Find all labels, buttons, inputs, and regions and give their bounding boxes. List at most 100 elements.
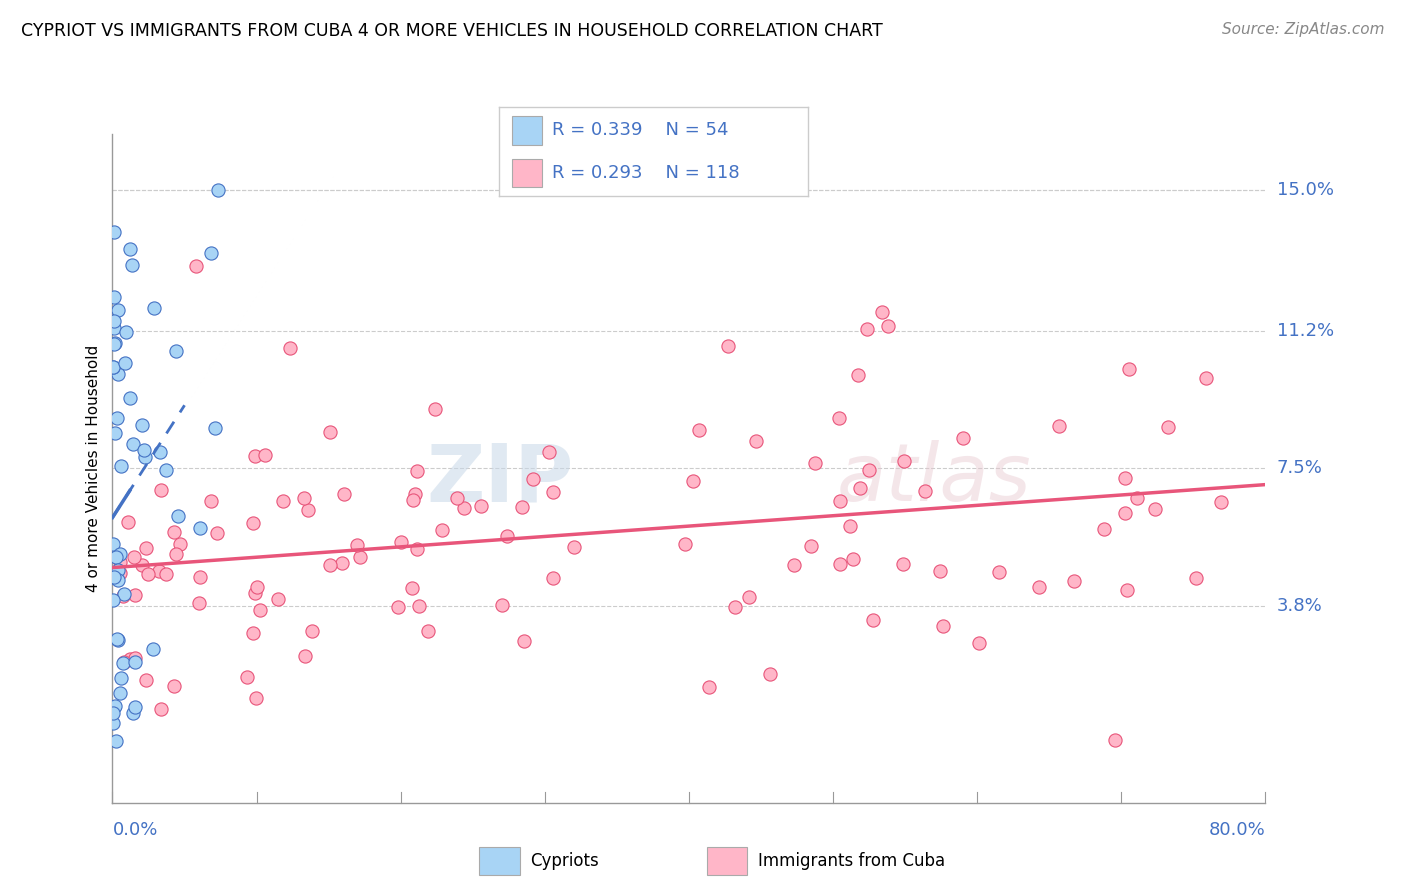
Point	[682, 475, 704, 489]
Point	[537, 444, 560, 458]
Point	[111, 589, 134, 603]
Point	[103, 225, 125, 239]
Point	[110, 671, 132, 685]
Point	[349, 550, 371, 565]
Point	[541, 484, 564, 499]
Point	[163, 679, 186, 693]
Point	[207, 183, 229, 197]
Point	[1195, 371, 1218, 385]
Point	[243, 585, 266, 599]
Point	[104, 698, 127, 713]
Point	[333, 487, 356, 501]
Point	[134, 442, 156, 457]
Point	[242, 626, 264, 640]
Point	[1144, 501, 1167, 516]
Point	[242, 516, 264, 531]
Point	[346, 538, 368, 552]
Point	[717, 339, 740, 353]
Point	[107, 632, 129, 647]
Point	[204, 421, 226, 435]
Point	[135, 541, 157, 556]
Point	[432, 523, 454, 537]
Text: CYPRIOT VS IMMIGRANTS FROM CUBA 4 OR MORE VEHICLES IN HOUSEHOLD CORRELATION CHAR: CYPRIOT VS IMMIGRANTS FROM CUBA 4 OR MOR…	[21, 22, 883, 40]
Point	[541, 571, 564, 585]
Point	[1114, 471, 1136, 485]
Point	[1092, 522, 1115, 536]
Point	[104, 549, 127, 564]
Point	[932, 619, 955, 633]
FancyBboxPatch shape	[512, 159, 543, 187]
Point	[105, 632, 128, 647]
Point	[122, 549, 145, 564]
Point	[893, 454, 915, 468]
Point	[453, 501, 475, 516]
Point	[952, 431, 974, 445]
Point	[271, 494, 294, 508]
Point	[278, 341, 301, 355]
Point	[167, 508, 190, 523]
Text: ZIP: ZIP	[426, 441, 574, 518]
Point	[249, 603, 271, 617]
Point	[103, 290, 125, 304]
Point	[1157, 420, 1180, 434]
Point	[110, 458, 132, 473]
Text: Cypriots: Cypriots	[530, 852, 599, 870]
Point	[120, 652, 142, 666]
Point	[491, 599, 513, 613]
Point	[118, 391, 141, 405]
Point	[408, 599, 430, 614]
Point	[200, 494, 222, 508]
Point	[738, 591, 761, 605]
Point	[103, 700, 125, 714]
Point	[124, 650, 146, 665]
Point	[136, 567, 159, 582]
Point	[301, 624, 323, 638]
Point	[292, 491, 315, 505]
Point	[115, 325, 138, 339]
Point	[117, 515, 139, 529]
Point	[858, 463, 880, 477]
Point	[131, 417, 153, 432]
Y-axis label: 4 or more Vehicles in Household: 4 or more Vehicles in Household	[86, 344, 101, 592]
Point	[406, 541, 429, 556]
Point	[103, 715, 125, 730]
Point	[165, 343, 187, 358]
Point	[1028, 580, 1050, 594]
Point	[862, 613, 884, 627]
Point	[842, 552, 865, 566]
Point	[103, 359, 125, 374]
Point	[330, 556, 353, 570]
Point	[1126, 491, 1149, 505]
Point	[470, 499, 492, 513]
Point	[745, 434, 768, 449]
Point	[406, 464, 429, 478]
Point	[1104, 732, 1126, 747]
Point	[318, 558, 340, 572]
Point	[877, 318, 900, 333]
Point	[800, 539, 823, 553]
Point	[914, 483, 936, 498]
Point	[107, 573, 129, 587]
Point	[522, 472, 544, 486]
Point	[103, 570, 125, 584]
Point	[103, 359, 125, 374]
Point	[389, 535, 412, 549]
Point	[724, 599, 747, 614]
Text: Source: ZipAtlas.com: Source: ZipAtlas.com	[1222, 22, 1385, 37]
Point	[929, 564, 952, 578]
Point	[967, 636, 990, 650]
Point	[108, 566, 131, 580]
Point	[124, 655, 146, 669]
Point	[108, 547, 131, 561]
Point	[107, 562, 129, 576]
Point	[121, 258, 143, 272]
Text: 80.0%: 80.0%	[1209, 822, 1265, 839]
Point	[849, 481, 872, 495]
Point	[111, 656, 134, 670]
Point	[267, 592, 290, 607]
Point	[496, 529, 519, 543]
Point	[1185, 571, 1208, 585]
Point	[134, 450, 156, 464]
Point	[112, 587, 135, 601]
Point	[155, 567, 177, 582]
